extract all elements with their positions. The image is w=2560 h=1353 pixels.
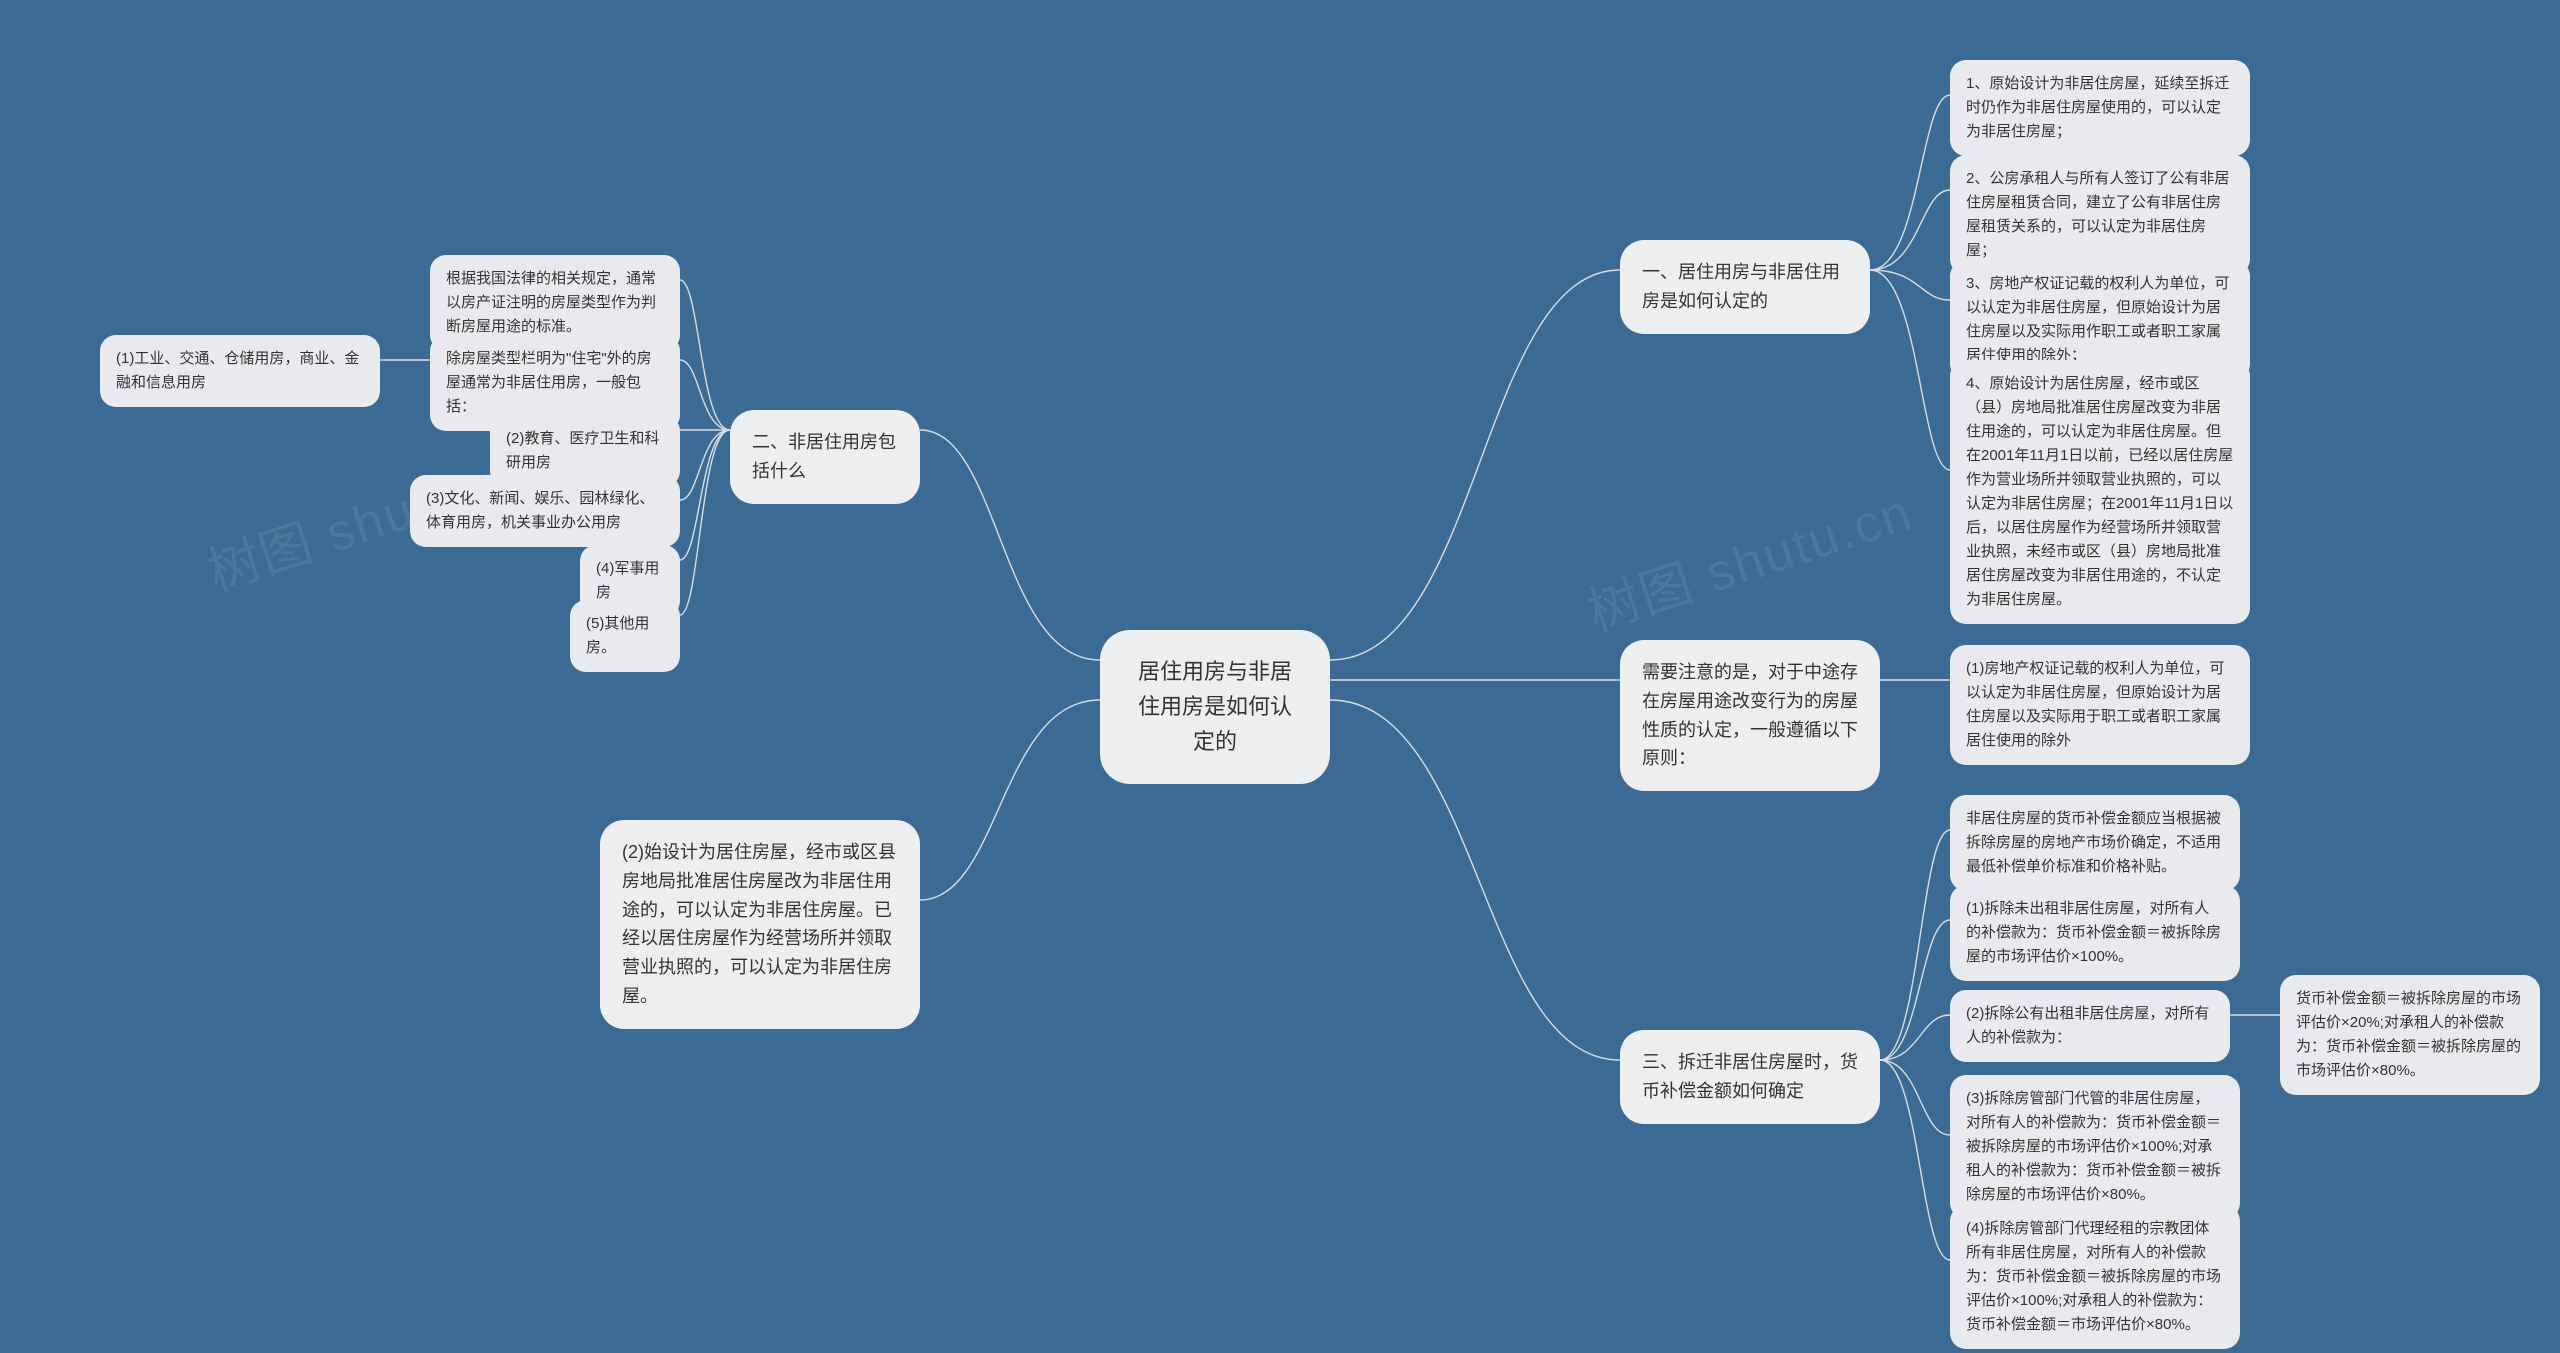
- branch-l2: (2)始设计为居住房屋，经市或区县房地局批准居住房屋改为非居住用途的，可以认定为…: [600, 820, 920, 1029]
- leaf-r1-1: 1、原始设计为非居住房屋，延续至拆迁时仍作为非居住房屋使用的，可以认定为非居住房…: [1950, 60, 2250, 156]
- leaf-r1-4: 4、原始设计为居住房屋，经市或区（县）房地局批准居住房屋改变为非居住用途的，可以…: [1950, 360, 2250, 624]
- leaf-r3-3b: 货币补偿金额＝被拆除房屋的市场评估价×20%;对承租人的补偿款为：货币补偿金额＝…: [2280, 975, 2540, 1095]
- leaf-r3-5: (4)拆除房管部门代理经租的宗教团体所有非居住房屋，对所有人的补偿款为：货币补偿…: [1950, 1205, 2240, 1349]
- branch-l1: 二、非居住用房包括什么: [730, 410, 920, 504]
- leaf-l1-2b: (1)工业、交通、仓储用房，商业、金融和信息用房: [100, 335, 380, 407]
- branch-r1: 一、居住用房与非居住用房是如何认定的: [1620, 240, 1870, 334]
- leaf-r2-1: (1)房地产权证记载的权利人为单位，可以认定为非居住房屋，但原始设计为居住房屋以…: [1950, 645, 2250, 765]
- leaf-l1-4: (3)文化、新闻、娱乐、园林绿化、体育用房，机关事业办公用房: [410, 475, 680, 547]
- branch-r3: 三、拆迁非居住房屋时，货币补偿金额如何确定: [1620, 1030, 1880, 1124]
- leaf-r1-2: 2、公房承租人与所有人签订了公有非居住房屋租赁合同，建立了公有非居住房屋租赁关系…: [1950, 155, 2250, 275]
- leaf-r3-1: 非居住房屋的货币补偿金额应当根据被拆除房屋的房地产市场价确定，不适用最低补偿单价…: [1950, 795, 2240, 891]
- leaf-r3-3: (2)拆除公有出租非居住房屋，对所有人的补偿款为：: [1950, 990, 2230, 1062]
- watermark-2: 树图 shutu.cn: [1577, 470, 1921, 645]
- leaf-l1-6: (5)其他用房。: [570, 600, 680, 672]
- branch-r2: 需要注意的是，对于中途存在房屋用途改变行为的房屋性质的认定，一般遵循以下原则：: [1620, 640, 1880, 791]
- leaf-r3-2: (1)拆除未出租非居住房屋，对所有人的补偿款为：货币补偿金额＝被拆除房屋的市场评…: [1950, 885, 2240, 981]
- center-node: 居住用房与非居住用房是如何认定的: [1100, 630, 1330, 784]
- leaf-r3-4: (3)拆除房管部门代管的非居住房屋，对所有人的补偿款为：货币补偿金额＝被拆除房屋…: [1950, 1075, 2240, 1219]
